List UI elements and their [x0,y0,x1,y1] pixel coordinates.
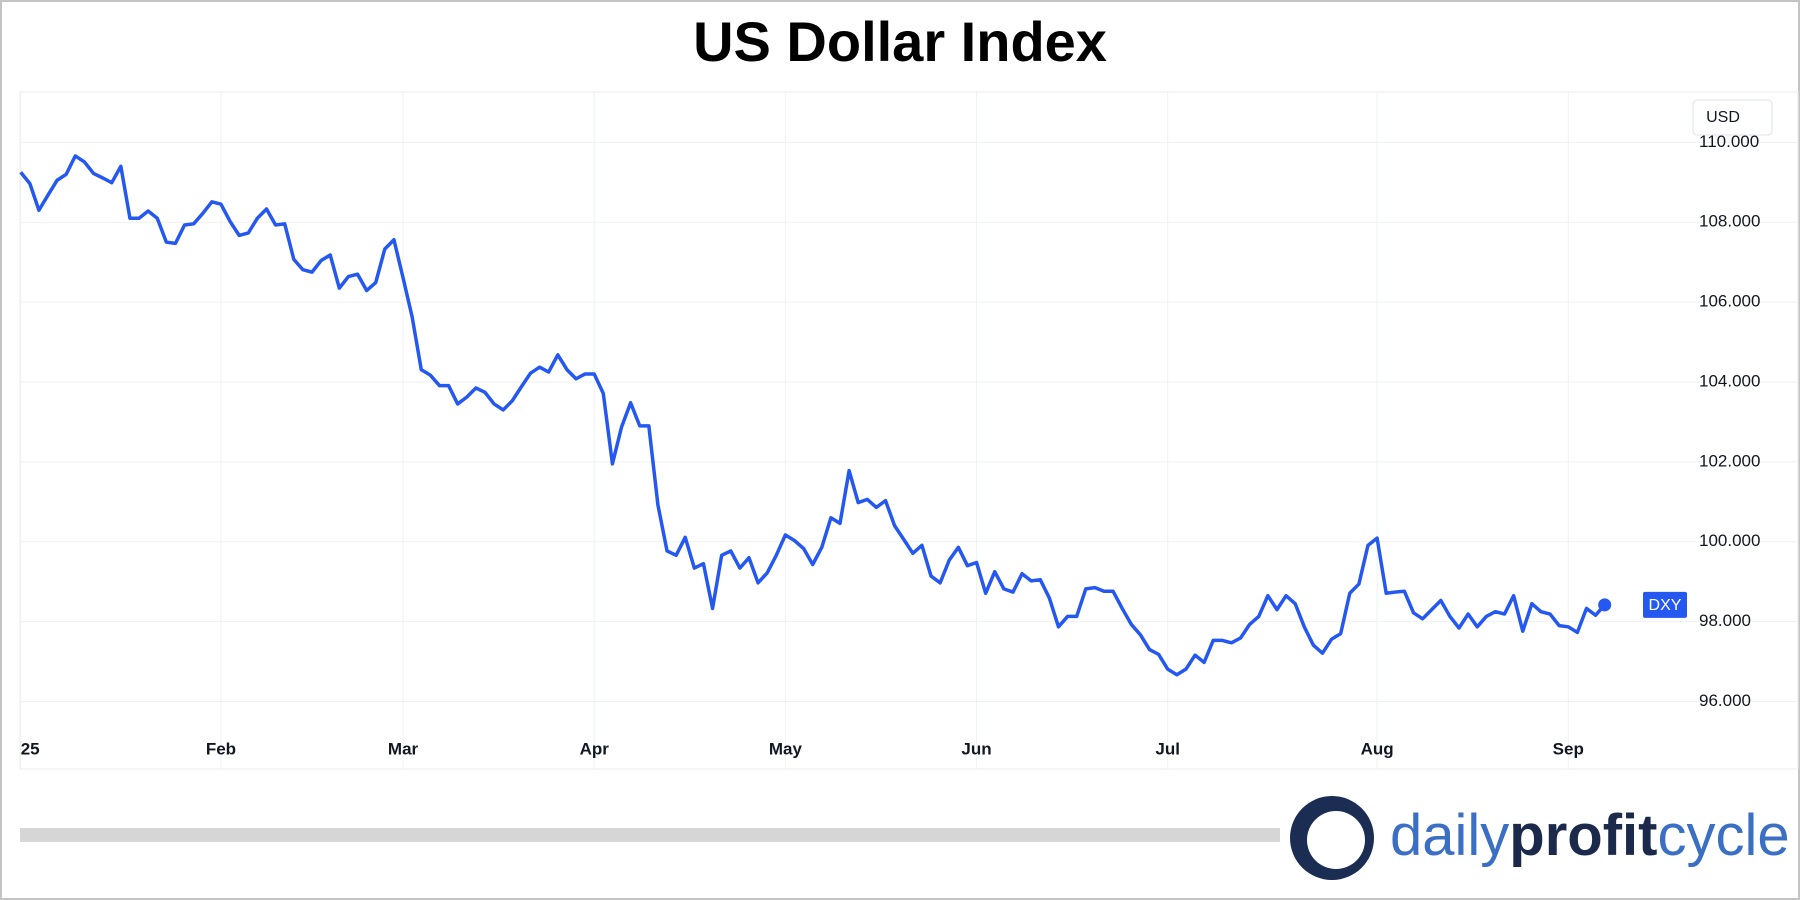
logo-part: daily [1390,803,1509,868]
plot-frame [19,91,1799,770]
y-tick-label: 98.000 [1699,611,1751,630]
grid: 96.000 98.000 100.000 102.000 104.000 106.000… [20,92,1798,769]
logo-inner [1307,811,1365,869]
x-tick-label: Sep [1553,739,1584,758]
x-tick-label: Mar [388,739,419,758]
x-tick-label: Feb [206,739,236,758]
chart-title: US Dollar Index [693,10,1107,73]
x-tick-label: Jun [961,739,991,758]
y-tick-label: 96.000 [1699,691,1751,710]
x-tick-label: Aug [1361,739,1394,758]
x-tick-label: May [769,739,803,758]
y-tick-label: 110.000 [1699,132,1759,151]
logo-part: cycle [1657,803,1789,868]
logo: dailyprofitcycle [1290,796,1790,880]
currency-box [1692,99,1773,136]
y-tick-label: 108.000 [1699,212,1760,231]
last-point [1598,598,1612,612]
logo-text: dailyprofitcycle [1390,803,1790,868]
logo-part: profit [1509,803,1657,868]
x-tick-label: Jul [1155,739,1180,758]
x-tick-label: 25 [21,739,40,758]
plot: DXY [19,154,1687,677]
y-tick-label: 102.000 [1699,451,1760,470]
series-badge [1643,591,1687,618]
legend-label: DXY [1649,597,1682,614]
y-tick-label: 106.000 [1699,292,1760,311]
line [19,154,1606,677]
x-tick-label: Apr [580,739,610,758]
y-tick-label: 104.000 [1699,371,1760,390]
currency-label: USD [1706,109,1740,126]
scrollbar [20,828,1280,842]
y-tick-label: 100.000 [1699,531,1760,550]
